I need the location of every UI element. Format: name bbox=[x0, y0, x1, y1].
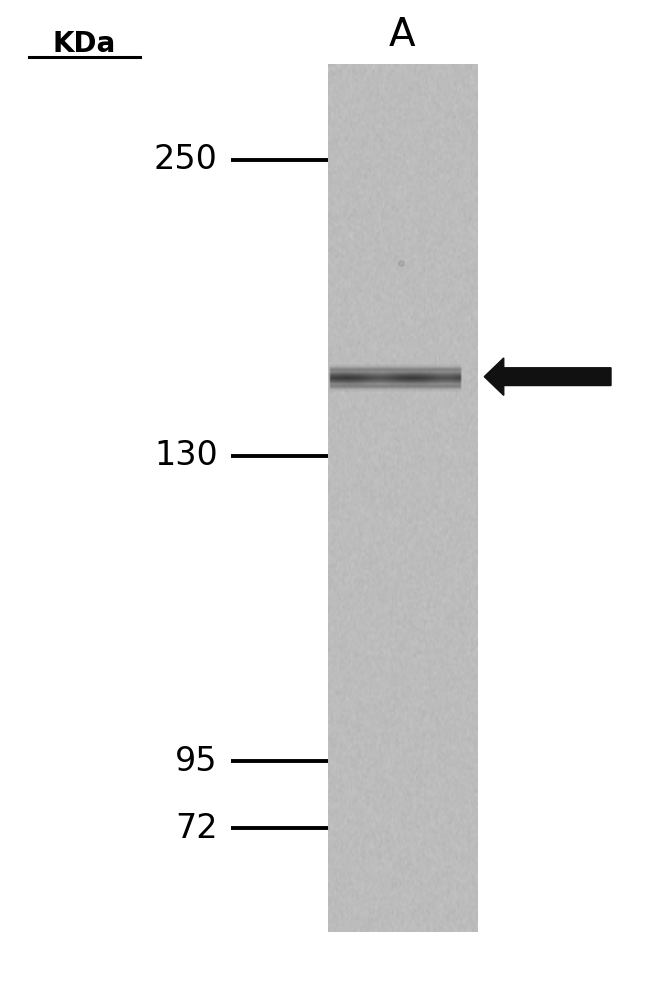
Text: 250: 250 bbox=[154, 143, 218, 176]
FancyArrow shape bbox=[484, 358, 611, 395]
Text: 130: 130 bbox=[154, 439, 218, 472]
Text: A: A bbox=[389, 16, 415, 53]
Text: 72: 72 bbox=[175, 811, 218, 845]
Text: 95: 95 bbox=[176, 744, 218, 778]
Text: KDa: KDa bbox=[53, 31, 116, 58]
